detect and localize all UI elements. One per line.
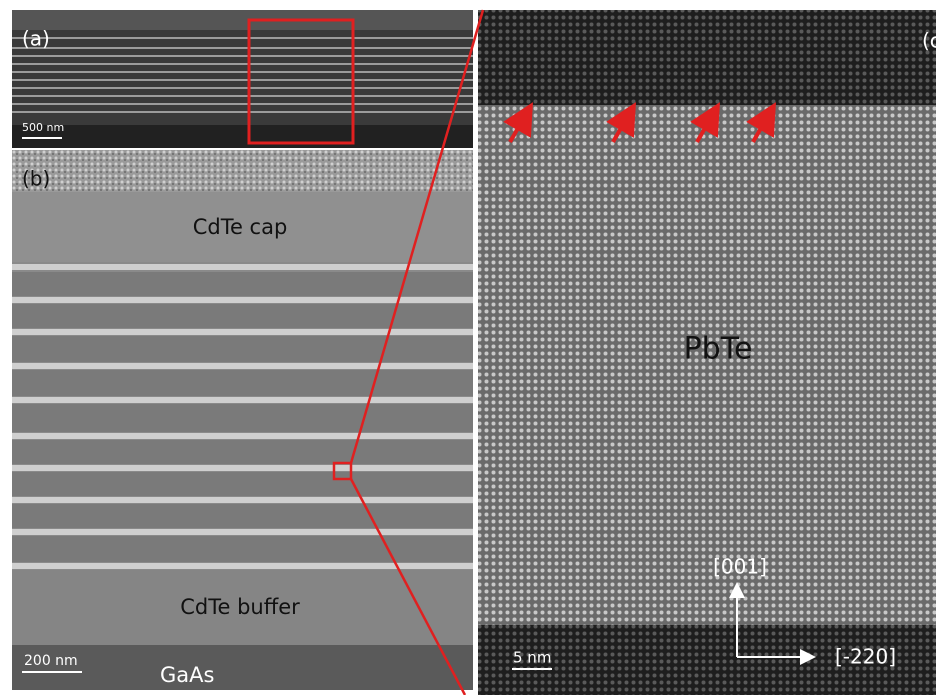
figure: (a) 500 nm (b) CdTe cap CdTe buffer GaAs… xyxy=(0,0,936,695)
direction-label: [-220] xyxy=(835,645,896,669)
layer-label: CdTe buffer xyxy=(180,595,300,619)
scale-bar: 5 nm xyxy=(513,649,551,667)
layer-label: GaAs xyxy=(160,663,214,687)
scale-bar: 500 nm xyxy=(22,121,64,134)
material-label: PbTe xyxy=(684,332,753,367)
panel-label: (a) xyxy=(22,27,50,51)
layer-label: CdTe cap xyxy=(193,215,288,239)
panel-a: (a) 500 nm xyxy=(12,10,473,148)
panel-label: (c) xyxy=(922,29,936,53)
panel-b: (b) CdTe cap CdTe buffer GaAs 200 nm xyxy=(12,150,473,690)
direction-label: [001] xyxy=(713,555,767,579)
panel-c: (c) PbTe [001] [-220] 5 nm xyxy=(478,10,936,695)
scale-bar: 200 nm xyxy=(24,653,78,669)
panel-label: (b) xyxy=(22,167,50,191)
